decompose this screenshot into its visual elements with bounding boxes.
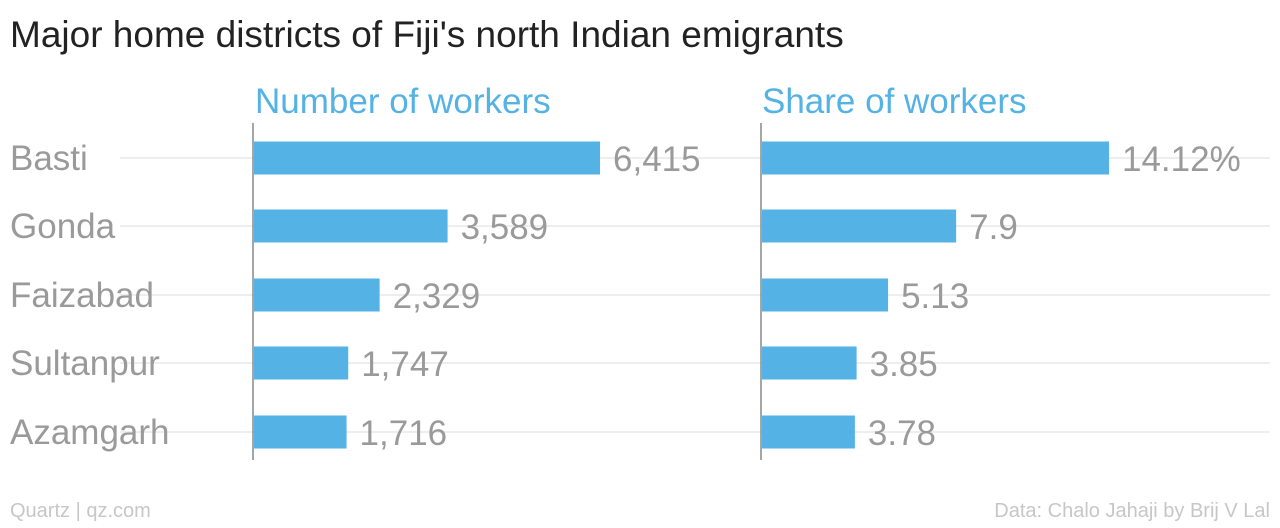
value-label: 3.85 <box>870 345 938 384</box>
bar <box>254 346 349 380</box>
value-label: 5.13 <box>901 277 969 316</box>
bar <box>254 209 448 243</box>
category-label: Sultanpur <box>10 344 160 383</box>
category-label: Gonda <box>10 207 116 246</box>
value-label: 14.12% <box>1122 140 1241 179</box>
bar <box>254 415 347 449</box>
bar <box>762 209 957 243</box>
category-label: Basti <box>10 139 88 178</box>
bar <box>762 141 1109 175</box>
value-label: 2,329 <box>393 277 481 316</box>
bar <box>762 415 855 449</box>
panel-title-number-of-workers: Number of workers <box>255 82 551 121</box>
category-label: Faizabad <box>10 276 154 315</box>
bar <box>254 278 380 312</box>
footer-credit: Quartz | qz.com <box>10 500 151 522</box>
bar <box>254 141 600 175</box>
panel-number-of-workers: Number of workers 6,415 3,589 2,329 1,747 1,… <box>252 82 701 460</box>
value-label: 3,589 <box>461 208 549 247</box>
bar <box>762 346 857 380</box>
value-label: 3.78 <box>868 414 936 453</box>
value-label: 6,415 <box>613 140 701 179</box>
panel-share-of-workers: Share of workers 14.12% 7.95.13 3.85 3.78 <box>760 82 1241 460</box>
chart-title: Major home districts of Fiji's north Ind… <box>10 14 844 55</box>
panel-title-share-of-workers: Share of workers <box>762 82 1027 121</box>
bar <box>762 278 889 312</box>
value-label: 1,747 <box>361 345 449 384</box>
value-label: 7.9 <box>969 208 1018 247</box>
category-label: Azamgarh <box>10 413 170 452</box>
value-label: 1,716 <box>360 414 448 453</box>
category-labels: Basti Gonda Faizabad Sultanpur Azamgarh <box>10 139 170 452</box>
footer-source: Data: Chalo Jahaji by Brij V Lal <box>994 500 1270 522</box>
